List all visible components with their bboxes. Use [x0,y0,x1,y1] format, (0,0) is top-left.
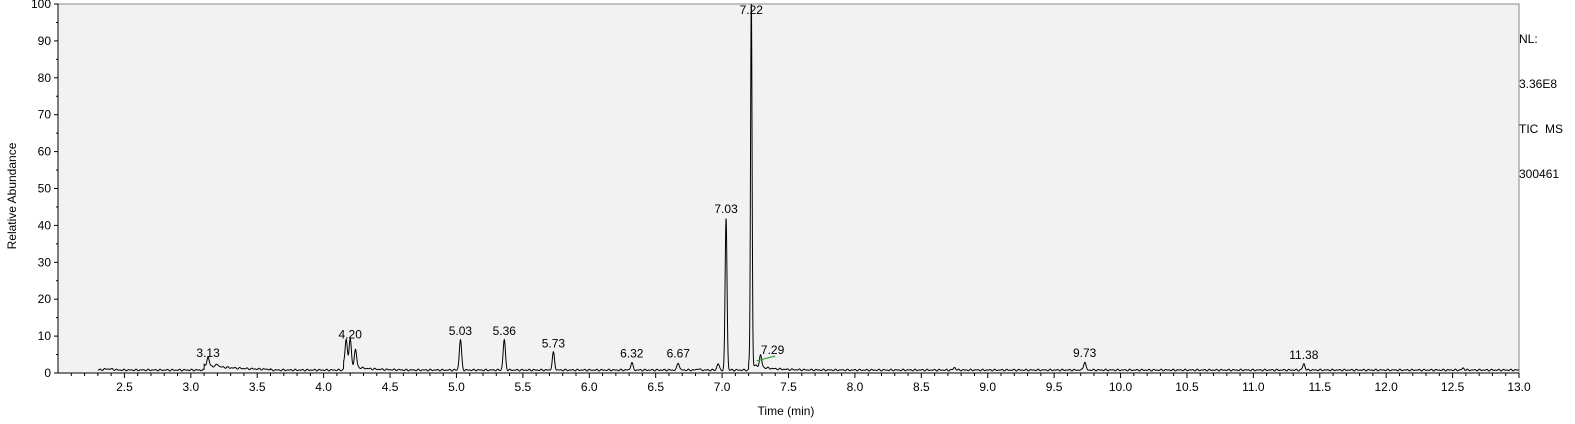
peak-label: 5.03 [449,324,473,338]
x-tick-label: 4.5 [382,380,399,394]
y-tick-label: 100 [31,0,51,11]
x-tick-label: 7.5 [780,380,797,394]
nl-value: 3.36E8 [1519,77,1558,91]
x-tick-label: 11.5 [1309,380,1332,394]
peak-label: 5.36 [493,324,517,338]
x-tick-label: 11.0 [1242,380,1265,394]
y-tick-label: 90 [38,34,52,48]
nl-label: NL: [1519,32,1538,46]
x-tick-label: 12.0 [1375,380,1399,394]
x-tick-label: 9.0 [979,380,996,394]
x-tick-label: 6.0 [581,380,598,394]
peak-label: 6.32 [620,347,644,361]
peak-label: 9.73 [1073,346,1097,360]
y-tick-label: 10 [38,329,52,343]
peak-label: 7.03 [714,202,738,216]
y-tick-label: 20 [38,292,52,306]
x-tick-label: 8.5 [913,380,930,394]
x-tick-label: 13.0 [1507,380,1531,394]
x-tick-label: 12.5 [1441,380,1465,394]
x-tick-label: 3.5 [249,380,266,394]
x-tick-label: 2.5 [116,380,133,394]
file-name: 300461 [1519,167,1560,181]
peak-labels: 3.13 4.20 5.03 5.36 5.73 6.32 6.67 7.03 7.22 7.29… [196,3,1318,362]
x-tick-label: 7.0 [714,380,731,394]
plot-area [57,3,1520,374]
x-tick-label: 5.5 [515,380,532,394]
x-tick-label: 3.0 [182,380,199,394]
x-tick-label: 9.5 [1046,380,1063,394]
x-tick-label: 10.5 [1175,380,1199,394]
peak-label: 3.13 [196,346,220,360]
y-tick-label: 40 [38,218,52,232]
y-tick-label: 60 [38,145,52,159]
y-tick-label: 50 [38,182,52,196]
x-axis-label: Time (min) [758,404,815,418]
peak-label: 4.20 [339,327,363,341]
peak-label: 11.38 [1289,348,1318,362]
y-tick-label: 70 [38,108,52,122]
peak-label: 6.67 [667,347,691,361]
peak-label: 7.29 [761,343,785,357]
y-axis-label: Relative Abundance [5,142,19,249]
tic-trace [97,3,1520,372]
y-tick-label: 30 [38,255,52,269]
y-tick-label: 80 [38,71,52,85]
scan-filter: TIC MS [1519,122,1563,136]
peak-label: 7.22 [740,3,764,17]
y-tick-label: 0 [44,366,51,380]
x-tick-label: 5.0 [448,380,465,394]
x-tick-label: 10.0 [1109,380,1133,394]
trace-info-panel: NL: 3.36E8 TIC MS 300461 [1519,2,1563,197]
x-tick-label: 6.5 [647,380,664,394]
x-axis: 2.5 3.0 3.5 4.0 4.5 5.0 5.5 6.0 6.5 7.0 7.5 8.0 8.5 9… [58,372,1531,394]
x-tick-label: 4.0 [315,380,332,394]
y-axis: 0 10 20 30 40 50 60 70 80 90 100 [31,0,59,380]
peak-annotation-marker [756,355,776,362]
peak-label: 5.73 [542,337,566,351]
x-tick-label: 8.0 [847,380,864,394]
